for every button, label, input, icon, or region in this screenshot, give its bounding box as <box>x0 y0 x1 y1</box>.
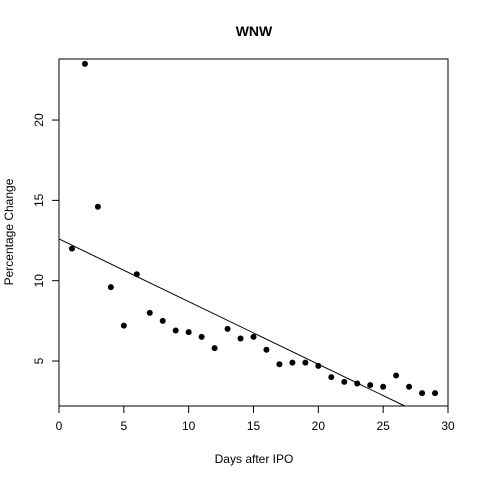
data-point <box>68 245 75 252</box>
data-point <box>263 346 270 353</box>
data-point <box>276 361 283 368</box>
chart-title: WNW <box>236 23 273 39</box>
y-tick-label: 20 <box>32 113 46 127</box>
data-point <box>120 322 127 329</box>
data-point <box>367 382 374 389</box>
trend-line <box>58 238 405 407</box>
x-axis: 0 5 10 15 20 25 30 <box>56 406 455 433</box>
x-tick-label: 15 <box>247 419 261 433</box>
data-points <box>68 60 439 397</box>
data-point <box>185 329 192 336</box>
data-point <box>81 60 88 67</box>
data-point <box>133 271 140 278</box>
data-point <box>302 359 309 366</box>
plot-frame <box>58 58 449 407</box>
x-tick-label: 25 <box>376 419 390 433</box>
x-tick-label: 5 <box>120 419 127 433</box>
data-point <box>107 284 114 291</box>
trend-line-group <box>58 238 405 407</box>
data-point <box>94 203 101 210</box>
data-point <box>406 383 413 390</box>
x-tick-label: 10 <box>182 419 196 433</box>
data-point <box>172 327 179 334</box>
y-tick-label: 5 <box>32 357 46 364</box>
data-point <box>315 362 322 369</box>
data-point <box>211 345 218 352</box>
data-point <box>198 333 205 340</box>
data-point <box>250 333 257 340</box>
y-axis: 5 10 15 20 <box>32 113 59 364</box>
data-point <box>159 317 166 324</box>
data-point <box>328 374 335 381</box>
y-tick-label: 10 <box>32 274 46 288</box>
data-point <box>237 335 244 342</box>
y-axis-label: Percentage Change <box>2 178 16 285</box>
data-point <box>341 378 348 385</box>
data-point <box>393 372 400 379</box>
x-tick-label: 30 <box>441 419 455 433</box>
x-tick-label: 20 <box>312 419 326 433</box>
data-point <box>224 325 231 332</box>
data-point <box>146 309 153 316</box>
x-axis-label: Days after IPO <box>215 452 294 466</box>
data-point <box>432 390 439 397</box>
data-point <box>354 380 361 387</box>
data-point <box>419 390 426 397</box>
data-point <box>289 359 296 366</box>
y-tick-label: 15 <box>32 193 46 207</box>
x-tick-label: 0 <box>56 419 63 433</box>
data-point <box>380 383 387 390</box>
